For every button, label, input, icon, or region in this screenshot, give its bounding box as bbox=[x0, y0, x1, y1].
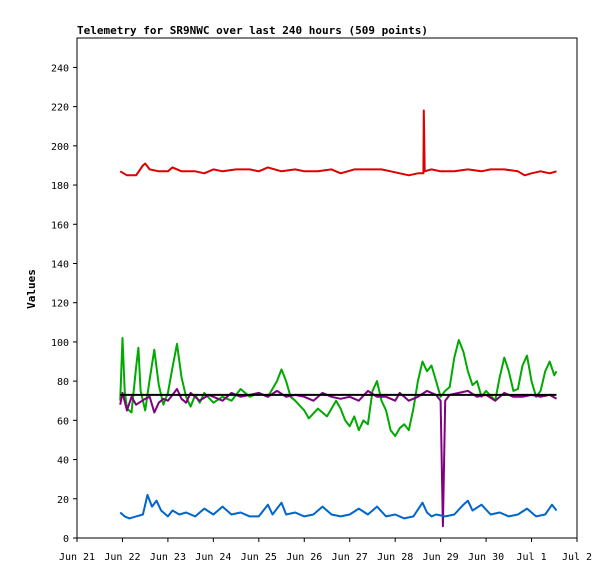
y-tick-label: 240 bbox=[51, 63, 69, 74]
x-tick-label: Jun 25 bbox=[241, 552, 277, 563]
x-tick-label: Jun 22 bbox=[104, 552, 140, 563]
x-tick-label: Jun 30 bbox=[468, 552, 504, 563]
series-line-1 bbox=[119, 109, 557, 177]
y-tick-label: 140 bbox=[51, 259, 69, 270]
x-tick-label: Jun 21 bbox=[59, 552, 95, 563]
y-tick-label: 20 bbox=[57, 495, 69, 506]
y-tick-label: 220 bbox=[51, 103, 69, 114]
series-layer bbox=[119, 109, 558, 528]
y-tick-label: 120 bbox=[51, 299, 69, 310]
series-line-2 bbox=[119, 337, 558, 437]
x-tick-label: Jun 24 bbox=[195, 552, 231, 563]
x-tick-label: Jun 29 bbox=[423, 552, 459, 563]
y-tick-label: 100 bbox=[51, 338, 69, 349]
series-line-3 bbox=[119, 388, 557, 528]
y-tick-label: 200 bbox=[51, 142, 69, 153]
x-tick-label: Jun 26 bbox=[286, 552, 322, 563]
x-tick-label: Jun 27 bbox=[332, 552, 368, 563]
y-tick-label: 40 bbox=[57, 456, 69, 467]
y-tick-label: 0 bbox=[63, 534, 69, 545]
x-tick-label: Jun 23 bbox=[150, 552, 186, 563]
x-tick-label: Jun 28 bbox=[377, 552, 413, 563]
y-tick-label: 60 bbox=[57, 416, 69, 427]
plot-frame bbox=[76, 37, 578, 539]
x-tick-label: Jul 2 bbox=[562, 552, 592, 563]
x-tick-label: Jul 1 bbox=[516, 552, 546, 563]
x-axis: Jun 21 Jun 22 Jun 23 Jun 24 Jun 25 Jun 26 Jun … bbox=[59, 538, 592, 563]
chart-title: Telemetry for SR9NWC over last 240 hours… bbox=[77, 24, 428, 37]
y-tick-label: 160 bbox=[51, 220, 69, 231]
y-tick-label: 80 bbox=[57, 377, 69, 388]
y-tick-label: 180 bbox=[51, 181, 69, 192]
y-axis-label: Values bbox=[25, 269, 38, 309]
y-axis: 0 20 40 60 80 100 120 140 160 180 200 220 240 bbox=[51, 63, 77, 545]
series-line-5 bbox=[119, 493, 558, 520]
